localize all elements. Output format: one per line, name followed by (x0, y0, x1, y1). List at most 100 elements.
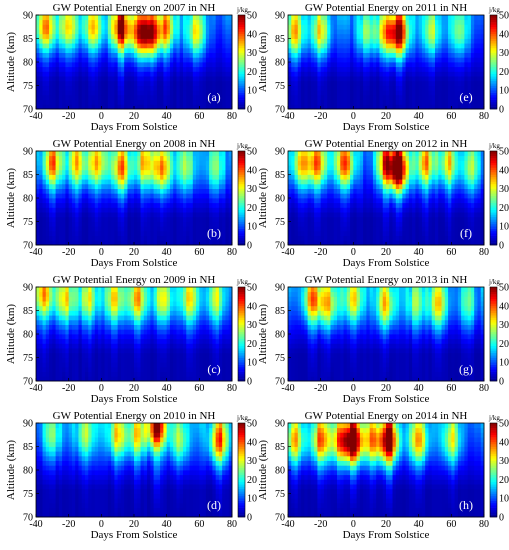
heat-cell (163, 47, 168, 53)
heat-cell (166, 437, 171, 443)
colorbar-segment (238, 22, 245, 25)
heat-cell (163, 33, 168, 39)
heat-cell (45, 343, 50, 349)
heat-cell (163, 287, 168, 293)
heat-cell (39, 151, 43, 157)
heat-cell (160, 52, 164, 58)
heat-cell (101, 507, 105, 513)
heat-cell (111, 455, 115, 461)
heat-cell (78, 207, 83, 213)
heat-cell (228, 240, 233, 246)
heat-cell (49, 305, 53, 311)
heat-cell (58, 174, 63, 180)
heat-cell (71, 446, 76, 452)
heat-cell (49, 296, 53, 302)
heat-cell (192, 357, 197, 363)
heat-cell (91, 193, 96, 199)
heat-cell (137, 47, 141, 53)
heat-cell (111, 198, 115, 204)
heat-cell (85, 502, 89, 508)
heat-cell (124, 366, 128, 372)
heat-cell (150, 99, 154, 105)
heat-cell (88, 76, 92, 82)
heat-cell (127, 221, 132, 227)
heat-cell (42, 202, 47, 208)
heat-cell (192, 512, 197, 518)
heat-cell (228, 160, 233, 166)
heat-cell (147, 226, 151, 232)
heat-cell (156, 310, 161, 316)
heat-cell (215, 212, 220, 218)
heat-cell (202, 43, 207, 49)
heat-cell (101, 207, 105, 213)
heat-cell (127, 179, 132, 185)
heat-cell (137, 52, 141, 58)
heat-cell (186, 193, 190, 199)
heat-cell (160, 33, 164, 39)
colorbar-segment (238, 364, 245, 368)
heat-cell (228, 319, 233, 325)
heat-cell (55, 24, 60, 30)
heat-cell (212, 338, 217, 344)
heat-cell (130, 226, 135, 232)
heat-cell (209, 352, 213, 358)
heat-cell (124, 62, 128, 68)
heat-cell (55, 498, 60, 504)
heat-cell (88, 427, 92, 433)
heat-cell (166, 15, 171, 21)
heat-cell (75, 85, 79, 91)
heat-cell (130, 441, 135, 447)
heat-cell (205, 151, 210, 157)
heat-cell (176, 80, 181, 86)
heat-cell (205, 52, 210, 58)
colorbar-segment (238, 305, 245, 309)
heat-cell (222, 43, 226, 49)
heat-cell (49, 291, 53, 297)
heat-cell (107, 90, 112, 96)
heat-cell (36, 19, 40, 25)
heat-cell (212, 432, 217, 438)
heat-cell (42, 357, 47, 363)
heat-cell (143, 226, 148, 232)
heat-cell (120, 212, 125, 218)
heat-cell (91, 498, 96, 504)
heat-cell (179, 324, 184, 330)
heat-cell (36, 291, 40, 297)
heat-cell (163, 202, 168, 208)
heat-cell (36, 479, 40, 485)
heat-cell (81, 437, 86, 443)
heat-cell (215, 57, 220, 63)
heat-cell (140, 169, 145, 175)
heat-cell (179, 479, 184, 485)
heat-cell (225, 33, 230, 39)
heat-cell (153, 441, 158, 447)
heat-cell (36, 296, 40, 302)
heat-cell (71, 104, 76, 110)
heat-cell (202, 357, 207, 363)
heat-cell (166, 66, 171, 72)
heat-cell (65, 427, 70, 433)
heat-cell (65, 502, 70, 508)
heat-cell (42, 451, 47, 457)
heat-cell (166, 160, 171, 166)
heat-cell (68, 183, 73, 189)
x-tick-label: -20 (62, 247, 75, 258)
heat-cell (75, 71, 79, 77)
heat-cell (127, 507, 132, 513)
heat-cell (212, 90, 217, 96)
heat-cell (196, 240, 200, 246)
heat-cell (65, 319, 70, 325)
colorbar-segment (238, 87, 245, 91)
heat-cell (202, 301, 207, 307)
heat-cell (114, 62, 119, 68)
heat-cell (173, 432, 177, 438)
heat-cell (196, 352, 200, 358)
heat-cell (147, 99, 151, 105)
heat-cell (205, 80, 210, 86)
heat-cell (160, 47, 164, 53)
heat-cell (173, 62, 177, 68)
heat-cell (137, 507, 141, 513)
heat-cell (65, 52, 70, 58)
colorbar-segment (238, 165, 245, 168)
heat-cell (68, 104, 73, 110)
